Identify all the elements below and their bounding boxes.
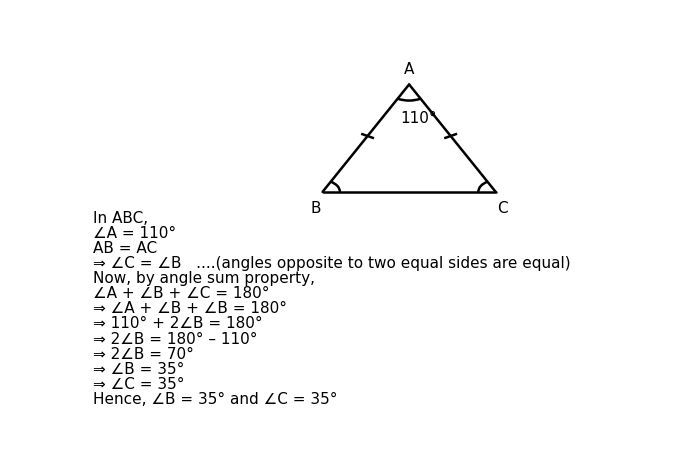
Text: ⇒ 110° + 2∠B = 180°: ⇒ 110° + 2∠B = 180° <box>93 317 262 332</box>
Text: A: A <box>404 61 415 77</box>
Text: 110°: 110° <box>400 111 436 126</box>
Text: Now, by angle sum property,: Now, by angle sum property, <box>93 272 315 286</box>
Text: ∠A = 110°: ∠A = 110° <box>93 226 176 241</box>
Text: ⇒ ∠A + ∠B + ∠B = 180°: ⇒ ∠A + ∠B + ∠B = 180° <box>93 301 287 317</box>
Text: AB = AC: AB = AC <box>93 241 157 256</box>
Text: Hence, ∠B = 35° and ∠C = 35°: Hence, ∠B = 35° and ∠C = 35° <box>93 392 337 407</box>
Text: In ABC,: In ABC, <box>93 211 148 226</box>
Text: ⇒ 2∠B = 70°: ⇒ 2∠B = 70° <box>93 346 193 362</box>
Text: B: B <box>311 201 321 216</box>
Text: ⇒ ∠B = 35°: ⇒ ∠B = 35° <box>93 362 184 377</box>
Text: ⇒ ∠C = ∠B   ....(angles opposite to two equal sides are equal): ⇒ ∠C = ∠B ....(angles opposite to two eq… <box>93 256 570 271</box>
Text: ∠A + ∠B + ∠C = 180°: ∠A + ∠B + ∠C = 180° <box>93 286 269 301</box>
Text: ⇒ 2∠B = 180° – 110°: ⇒ 2∠B = 180° – 110° <box>93 332 257 346</box>
Text: C: C <box>497 201 507 216</box>
Text: ⇒ ∠C = 35°: ⇒ ∠C = 35° <box>93 377 184 392</box>
